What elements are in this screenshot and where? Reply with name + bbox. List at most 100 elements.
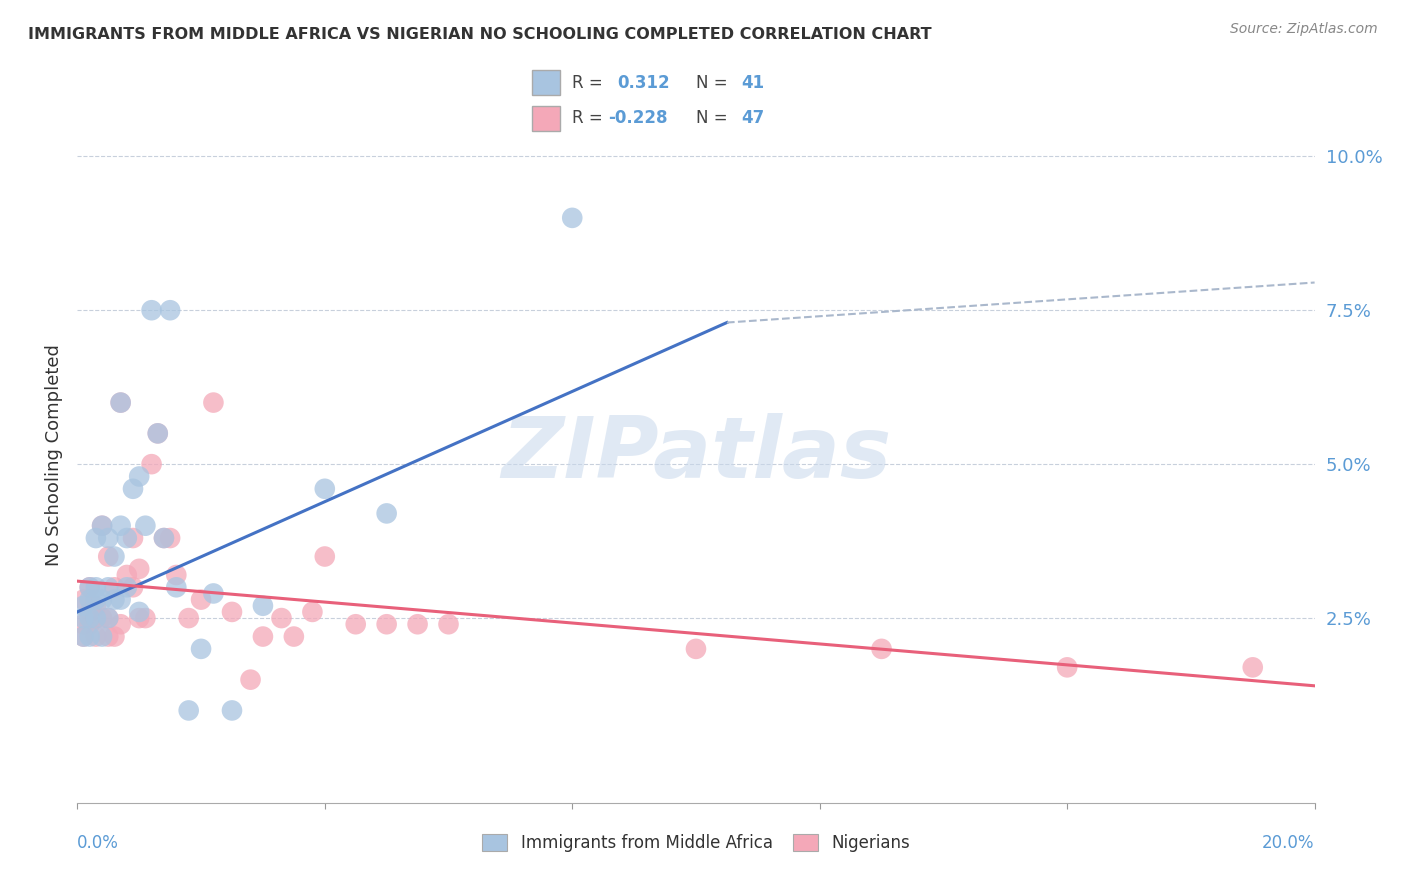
Point xyxy=(437,617,460,632)
Point xyxy=(221,703,243,717)
Point xyxy=(84,580,107,594)
Point xyxy=(79,617,101,632)
Point xyxy=(72,592,94,607)
FancyBboxPatch shape xyxy=(533,105,560,130)
Point xyxy=(91,611,114,625)
Text: R =: R = xyxy=(572,109,607,128)
FancyBboxPatch shape xyxy=(533,70,560,95)
Point xyxy=(97,630,120,644)
Point xyxy=(1056,660,1078,674)
Text: 41: 41 xyxy=(741,73,763,92)
Point xyxy=(128,605,150,619)
Point xyxy=(561,211,583,225)
Point xyxy=(146,426,169,441)
Point xyxy=(153,531,176,545)
Text: R =: R = xyxy=(572,73,607,92)
Point xyxy=(165,580,187,594)
Point xyxy=(110,592,132,607)
Point xyxy=(128,611,150,625)
Point xyxy=(301,605,323,619)
Point xyxy=(79,630,101,644)
Point xyxy=(141,303,163,318)
Point xyxy=(134,518,156,533)
Point xyxy=(91,518,114,533)
Point xyxy=(72,630,94,644)
Point xyxy=(84,592,107,607)
Point xyxy=(110,617,132,632)
Point xyxy=(685,641,707,656)
Point xyxy=(97,611,120,625)
Text: -0.228: -0.228 xyxy=(607,109,668,128)
Point xyxy=(128,562,150,576)
Point xyxy=(344,617,367,632)
Point xyxy=(134,611,156,625)
Point xyxy=(79,580,101,594)
Point xyxy=(177,703,200,717)
Point xyxy=(190,641,212,656)
Point xyxy=(110,518,132,533)
Text: ZIPatlas: ZIPatlas xyxy=(501,413,891,497)
Point xyxy=(128,469,150,483)
Point xyxy=(103,630,125,644)
Point xyxy=(72,611,94,625)
Point xyxy=(84,531,107,545)
Point xyxy=(79,580,101,594)
Point xyxy=(97,580,120,594)
Point xyxy=(84,630,107,644)
Text: Source: ZipAtlas.com: Source: ZipAtlas.com xyxy=(1230,22,1378,37)
Point xyxy=(375,617,398,632)
Text: 0.312: 0.312 xyxy=(617,73,669,92)
Point xyxy=(103,549,125,564)
Point xyxy=(72,599,94,613)
Point xyxy=(202,395,225,409)
Point xyxy=(79,605,101,619)
Point xyxy=(239,673,262,687)
Point xyxy=(91,518,114,533)
Point xyxy=(72,630,94,644)
Point xyxy=(141,457,163,471)
Point xyxy=(79,611,101,625)
Text: 0.0%: 0.0% xyxy=(77,834,120,852)
Point xyxy=(375,507,398,521)
Point xyxy=(115,568,138,582)
Point xyxy=(110,395,132,409)
Point xyxy=(153,531,176,545)
Point xyxy=(1241,660,1264,674)
Point xyxy=(122,482,145,496)
Point xyxy=(103,580,125,594)
Y-axis label: No Schooling Completed: No Schooling Completed xyxy=(45,344,63,566)
Point xyxy=(72,617,94,632)
Text: 47: 47 xyxy=(741,109,763,128)
Point xyxy=(221,605,243,619)
Text: IMMIGRANTS FROM MIDDLE AFRICA VS NIGERIAN NO SCHOOLING COMPLETED CORRELATION CHA: IMMIGRANTS FROM MIDDLE AFRICA VS NIGERIA… xyxy=(28,27,932,42)
Point xyxy=(165,568,187,582)
Point xyxy=(97,549,120,564)
Text: N =: N = xyxy=(696,73,733,92)
Point xyxy=(91,630,114,644)
Point xyxy=(115,580,138,594)
Point xyxy=(84,599,107,613)
Point xyxy=(202,586,225,600)
Point xyxy=(159,531,181,545)
Point xyxy=(84,611,107,625)
Point xyxy=(110,395,132,409)
Point xyxy=(283,630,305,644)
Point xyxy=(97,611,120,625)
Point xyxy=(115,531,138,545)
Point xyxy=(252,630,274,644)
Point xyxy=(97,531,120,545)
Point xyxy=(159,303,181,318)
Text: 20.0%: 20.0% xyxy=(1263,834,1315,852)
Point xyxy=(84,611,107,625)
Point xyxy=(177,611,200,625)
Point xyxy=(122,531,145,545)
Point xyxy=(870,641,893,656)
Point xyxy=(146,426,169,441)
Point xyxy=(103,592,125,607)
Point xyxy=(270,611,292,625)
Legend: Immigrants from Middle Africa, Nigerians: Immigrants from Middle Africa, Nigerians xyxy=(474,826,918,861)
Point xyxy=(314,482,336,496)
Point xyxy=(406,617,429,632)
Point xyxy=(252,599,274,613)
Point xyxy=(190,592,212,607)
